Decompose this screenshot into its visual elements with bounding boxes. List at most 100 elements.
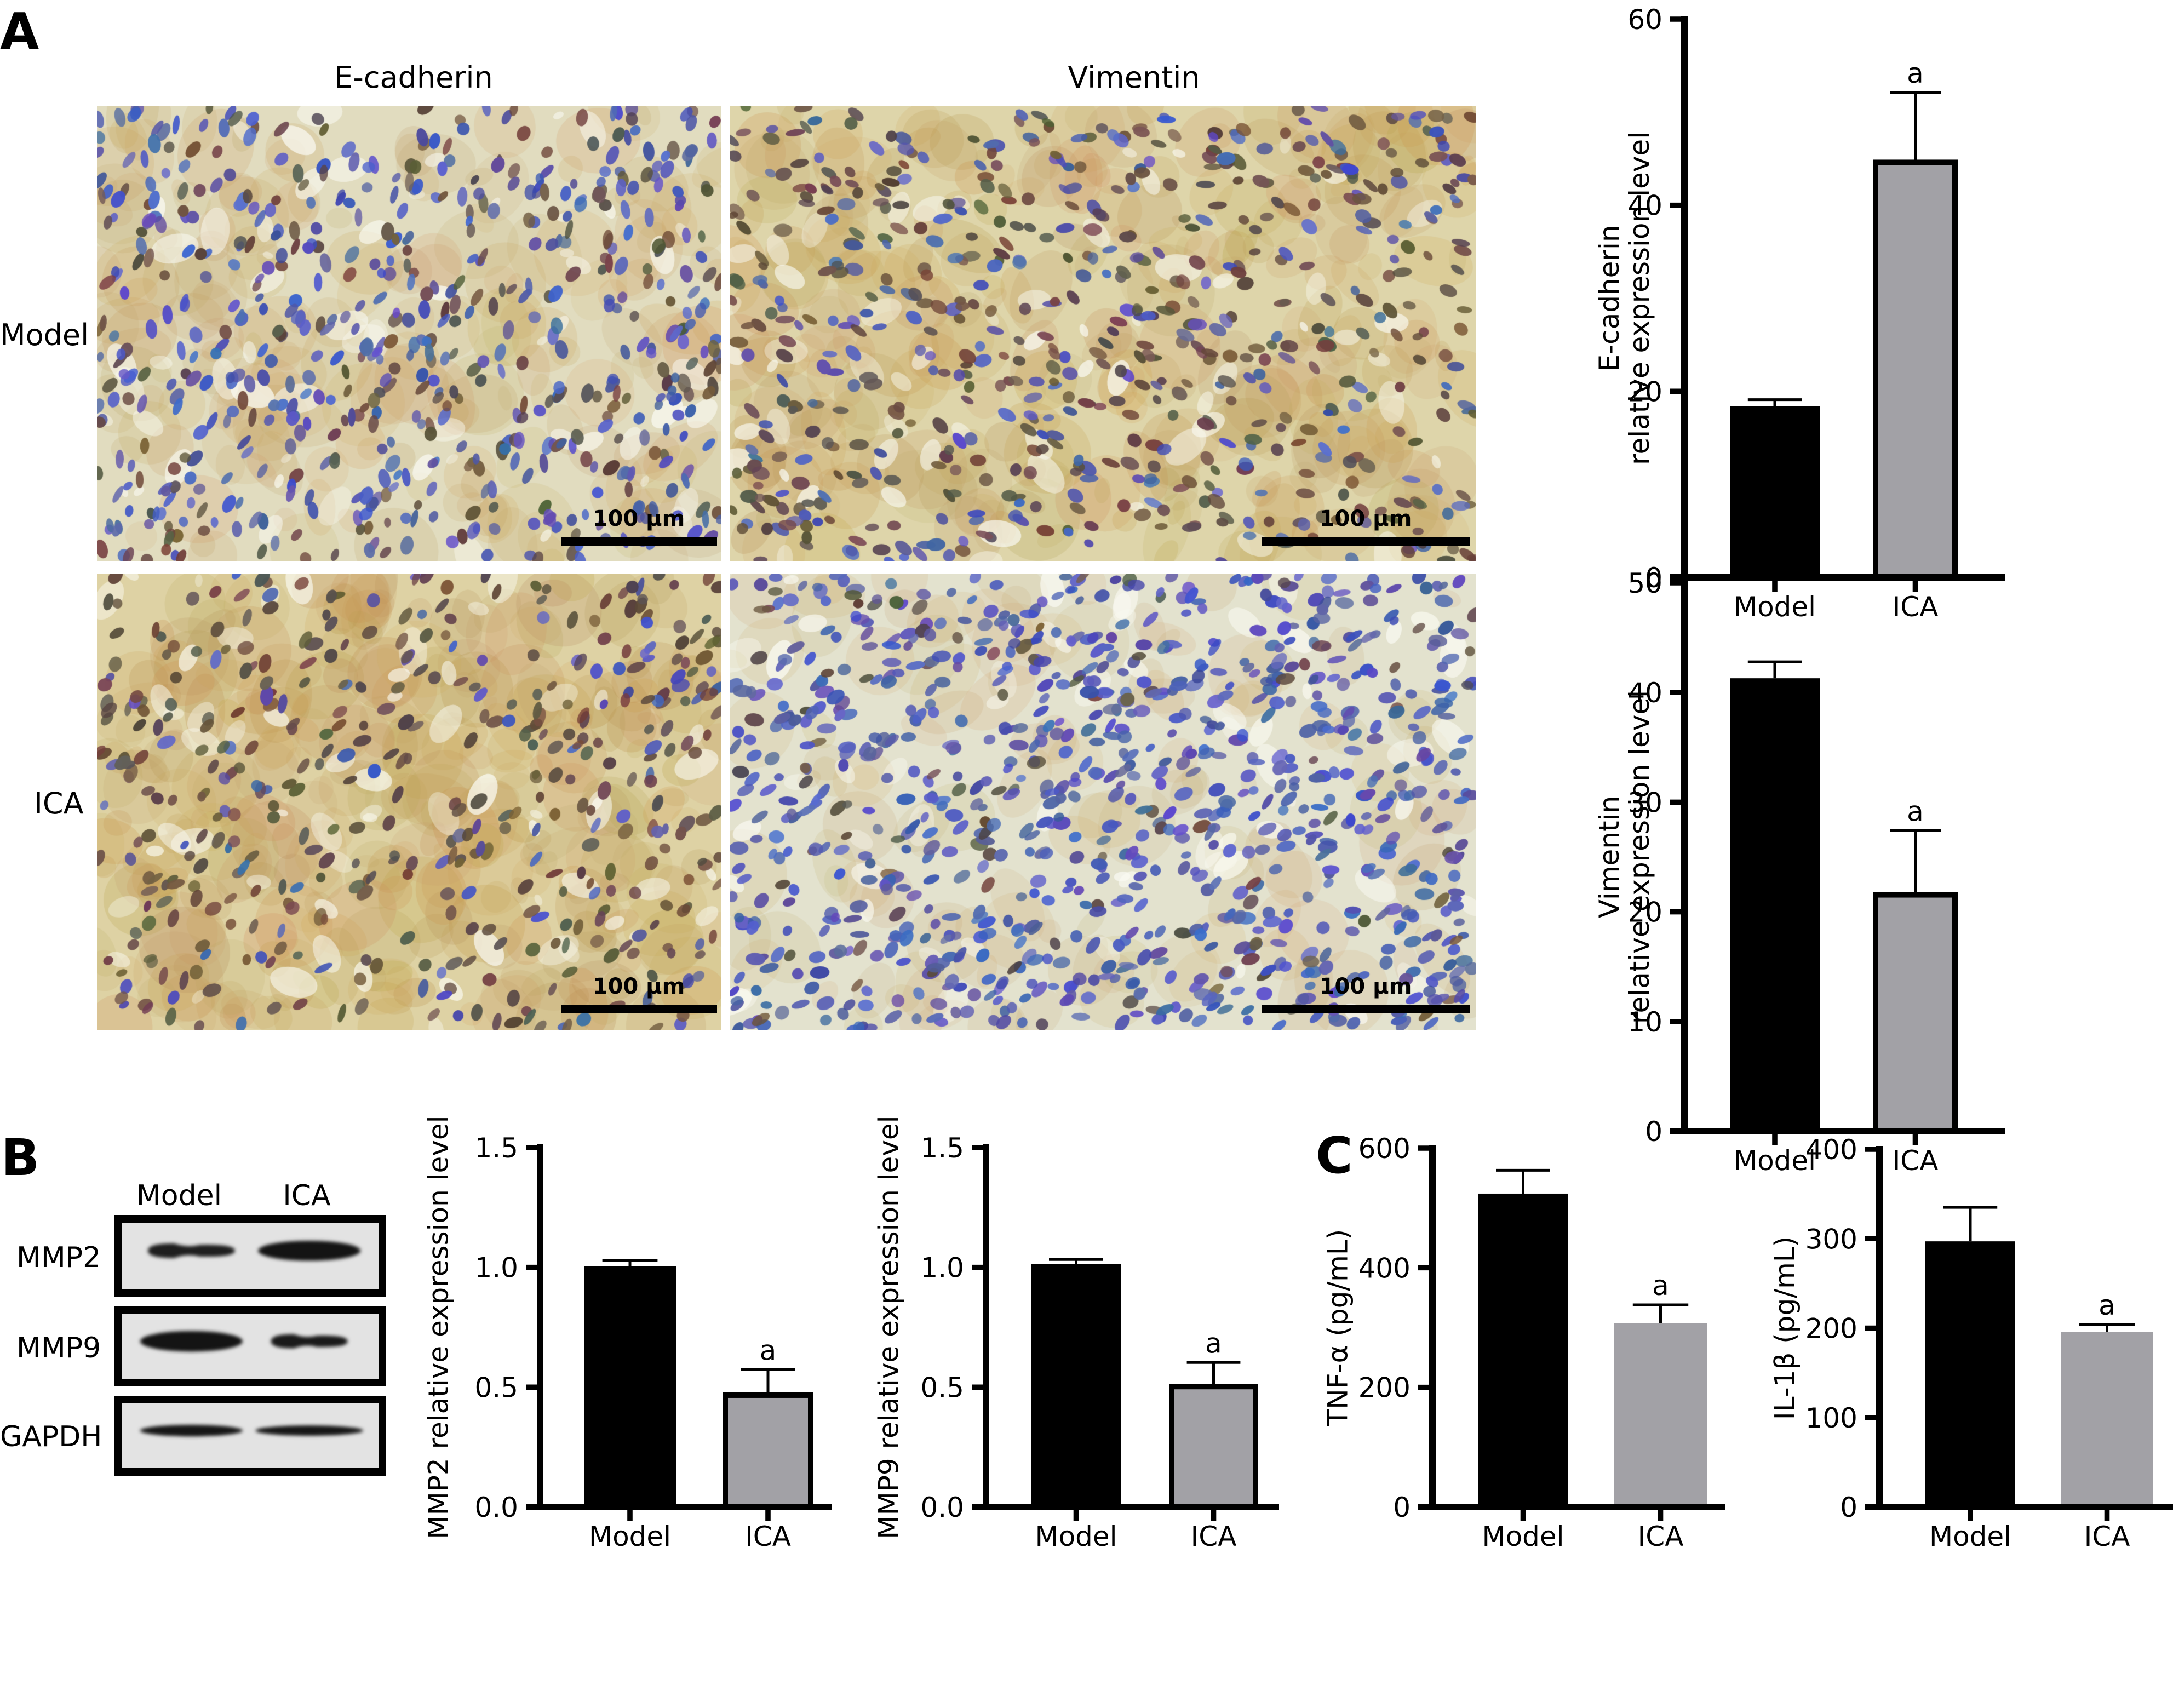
x-tick-label: Model [589, 1521, 671, 1552]
error-bar-ica [1632, 1303, 1689, 1323]
y-tick-label: 300 [1805, 1223, 1857, 1255]
scale-bar-label: 100 μm [592, 974, 685, 999]
micrograph-vimentin-model: 100 μm [730, 106, 1476, 561]
error-bar-model [1049, 1258, 1103, 1264]
row-label-ica: ICA [34, 786, 84, 821]
chart-ecadherin-expression: Model a ICA 0 20 40 60 E-cadherinrelative expre… [1593, 4, 2005, 623]
scale-bar [1262, 537, 1470, 546]
y-tick-label: 10 [1627, 1006, 1662, 1038]
x-tick-label: Model [1482, 1521, 1564, 1552]
lane-label-model: Model [136, 1179, 222, 1212]
column-header-ecadherin: E-cadherin [334, 60, 493, 95]
blot-mmp9 [114, 1306, 386, 1386]
x-tick-label: Model [1734, 591, 1816, 623]
x-tick-label: Model [1929, 1521, 2011, 1552]
blot-label-gapdh: GAPDH [0, 1420, 102, 1453]
y-tick-label: 60 [1627, 4, 1662, 36]
panel-label-a: A [0, 2, 39, 61]
y-tick-label: 0 [1393, 1492, 1411, 1523]
x-tick-label: ICA [745, 1521, 791, 1552]
scale-bar-label: 100 μm [1319, 506, 1412, 531]
bar-model [1730, 678, 1820, 1131]
x-tick-label: ICA [2084, 1521, 2130, 1552]
micrograph-ecadherin-ica: 100 μm [97, 574, 721, 1030]
y-axis-label: Vimentinrelative expression level [1593, 690, 1655, 1024]
error-bar-model [1747, 660, 1802, 679]
y-tick-label: 40 [1627, 677, 1662, 709]
y-tick-label: 200 [1358, 1372, 1411, 1404]
x-tick-label: Model [1035, 1521, 1117, 1552]
error-bar-model [1943, 1206, 1998, 1242]
scale-bar [561, 537, 717, 546]
error-bar-model [602, 1259, 658, 1266]
blot-mmp2 [114, 1215, 386, 1297]
y-axis-label: MMP2 relative expression level [423, 1115, 455, 1539]
y-tick-label: 0 [1840, 1492, 1857, 1523]
y-axis-label: MMP9 relative expression level [873, 1115, 905, 1539]
y-tick-label: 1.5 [474, 1132, 518, 1164]
y-tick-label: 20 [1627, 897, 1662, 928]
significance-marker: a [1652, 1270, 1669, 1302]
blot-label-mmp2: MMP2 [16, 1241, 101, 1274]
blot-label-mmp9: MMP9 [16, 1332, 101, 1365]
bar-ica [1873, 892, 1958, 1134]
significance-marker: a [1907, 795, 1924, 827]
scale-bar-label: 100 μm [1319, 974, 1412, 999]
bar-model [1730, 406, 1820, 577]
y-axis-label: TNF-α (pg/mL) [1322, 1229, 1354, 1427]
x-tick-label: ICA [1893, 1145, 1939, 1177]
y-tick-label: 1.5 [920, 1132, 964, 1164]
column-header-vimentin: Vimentin [1068, 60, 1200, 95]
panel-label-b: B [1, 1128, 40, 1187]
chart-mmp9-expression: Model a ICA 0.0 0.5 1.0 1.5 MMP9 relative expre… [873, 1115, 1279, 1552]
bar-ica [723, 1392, 813, 1510]
y-tick-label: 0 [1645, 1116, 1662, 1148]
y-axis-label: IL-1β (pg/mL) [1769, 1236, 1801, 1420]
bar-model [1478, 1193, 1568, 1507]
y-axis-label: E-cadherinrelative expression level [1593, 131, 1655, 465]
x-tick-label: ICA [1638, 1521, 1684, 1552]
y-tick-label: 0.5 [920, 1372, 964, 1403]
significance-marker: a [2099, 1289, 2115, 1321]
y-tick-label: 400 [1358, 1252, 1411, 1284]
bar-ica [2061, 1332, 2153, 1507]
error-bar-ica [1186, 1361, 1241, 1384]
micrograph-vimentin-ica: 100 μm [730, 574, 1476, 1030]
row-label-model: Model [0, 318, 89, 352]
y-tick-label: 40 [1627, 190, 1662, 222]
y-tick-label: 0 [1645, 562, 1662, 594]
chart-il1b: Model a ICA 0 100 200 300 400 IL-1β (pg/mL) [1769, 1134, 2173, 1552]
scale-bar-label: 100 μm [592, 506, 685, 531]
error-bar-ica [2079, 1323, 2135, 1332]
bar-ica [1614, 1323, 1707, 1507]
significance-marker: a [1907, 58, 1924, 89]
chart-mmp2-expression: Model a ICA 0.0 0.5 1.0 1.5 MMP2 relative expre… [423, 1115, 832, 1552]
x-tick-label: ICA [1893, 591, 1939, 623]
panel-label-c: C [1316, 1126, 1353, 1185]
blot-gapdh [114, 1396, 386, 1476]
bar-model [1031, 1264, 1121, 1507]
y-tick-label: 0.0 [474, 1492, 518, 1523]
chart-vimentin-expression: Model a ICA 0 10 20 30 40 50 Vimentinrelative exp… [1593, 568, 2005, 1177]
error-bar-ica [1890, 829, 1941, 892]
scale-bar [1262, 1005, 1470, 1013]
error-bar-ica [1890, 91, 1941, 160]
y-tick-label: 600 [1358, 1133, 1411, 1165]
chart-tnf-alpha: Model a ICA 0 200 400 600 TNF-α (pg/mL) [1322, 1133, 1725, 1552]
x-tick-label: ICA [1191, 1521, 1237, 1552]
y-tick-label: 1.0 [474, 1252, 518, 1284]
significance-marker: a [760, 1334, 777, 1366]
y-tick-label: 0.0 [920, 1492, 964, 1523]
scale-bar [561, 1005, 717, 1013]
micrograph-ecadherin-model: 100 μm [97, 106, 721, 561]
y-tick-label: 20 [1627, 376, 1662, 408]
bar-ica [1169, 1384, 1258, 1510]
error-bar-model [1496, 1168, 1550, 1194]
y-tick-label: 30 [1627, 787, 1662, 818]
error-bar-model [1747, 398, 1802, 406]
significance-marker: a [1205, 1327, 1222, 1359]
error-bar-ica [741, 1368, 795, 1392]
y-tick-label: 0.5 [474, 1372, 518, 1403]
bar-model [584, 1266, 676, 1507]
